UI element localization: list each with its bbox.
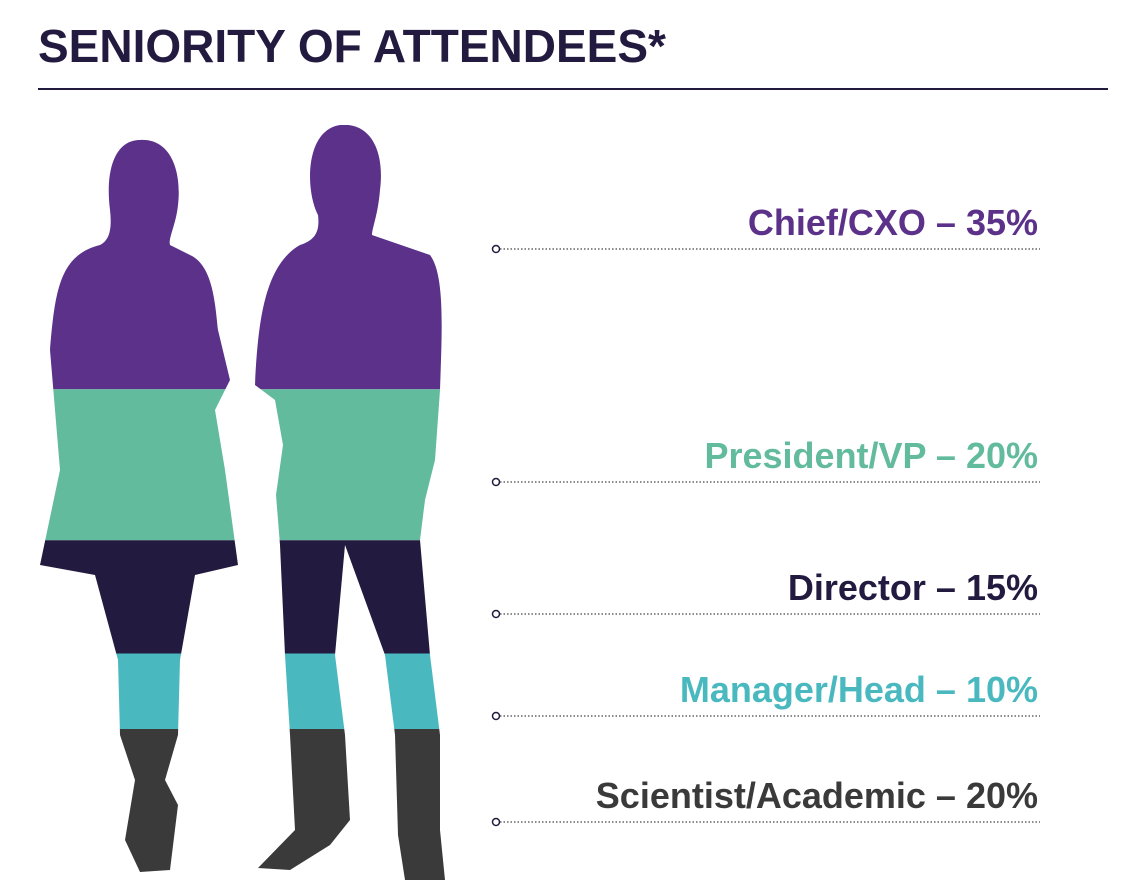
segment [40,653,445,729]
leader-dot [491,817,501,827]
segment [40,729,445,880]
segment [40,540,445,654]
leader-dot [491,609,501,619]
silhouettes [40,125,445,880]
segment-label: Manager/Head – 10% [680,669,1038,710]
title: SENIORITY OF ATTENDEES* [38,20,666,72]
segment-label: Scientist/Academic – 20% [596,775,1038,816]
segment [40,389,445,541]
leader-dot [491,477,501,487]
segment-label: Director – 15% [788,567,1038,608]
leader-dot [491,244,501,254]
segment [40,125,445,390]
segment-label: President/VP – 20% [704,435,1038,476]
labels: Chief/CXO – 35% President/VP – 20% Directo… [491,202,1040,827]
leader-dot [491,711,501,721]
segment-label: Chief/CXO – 35% [748,202,1038,243]
